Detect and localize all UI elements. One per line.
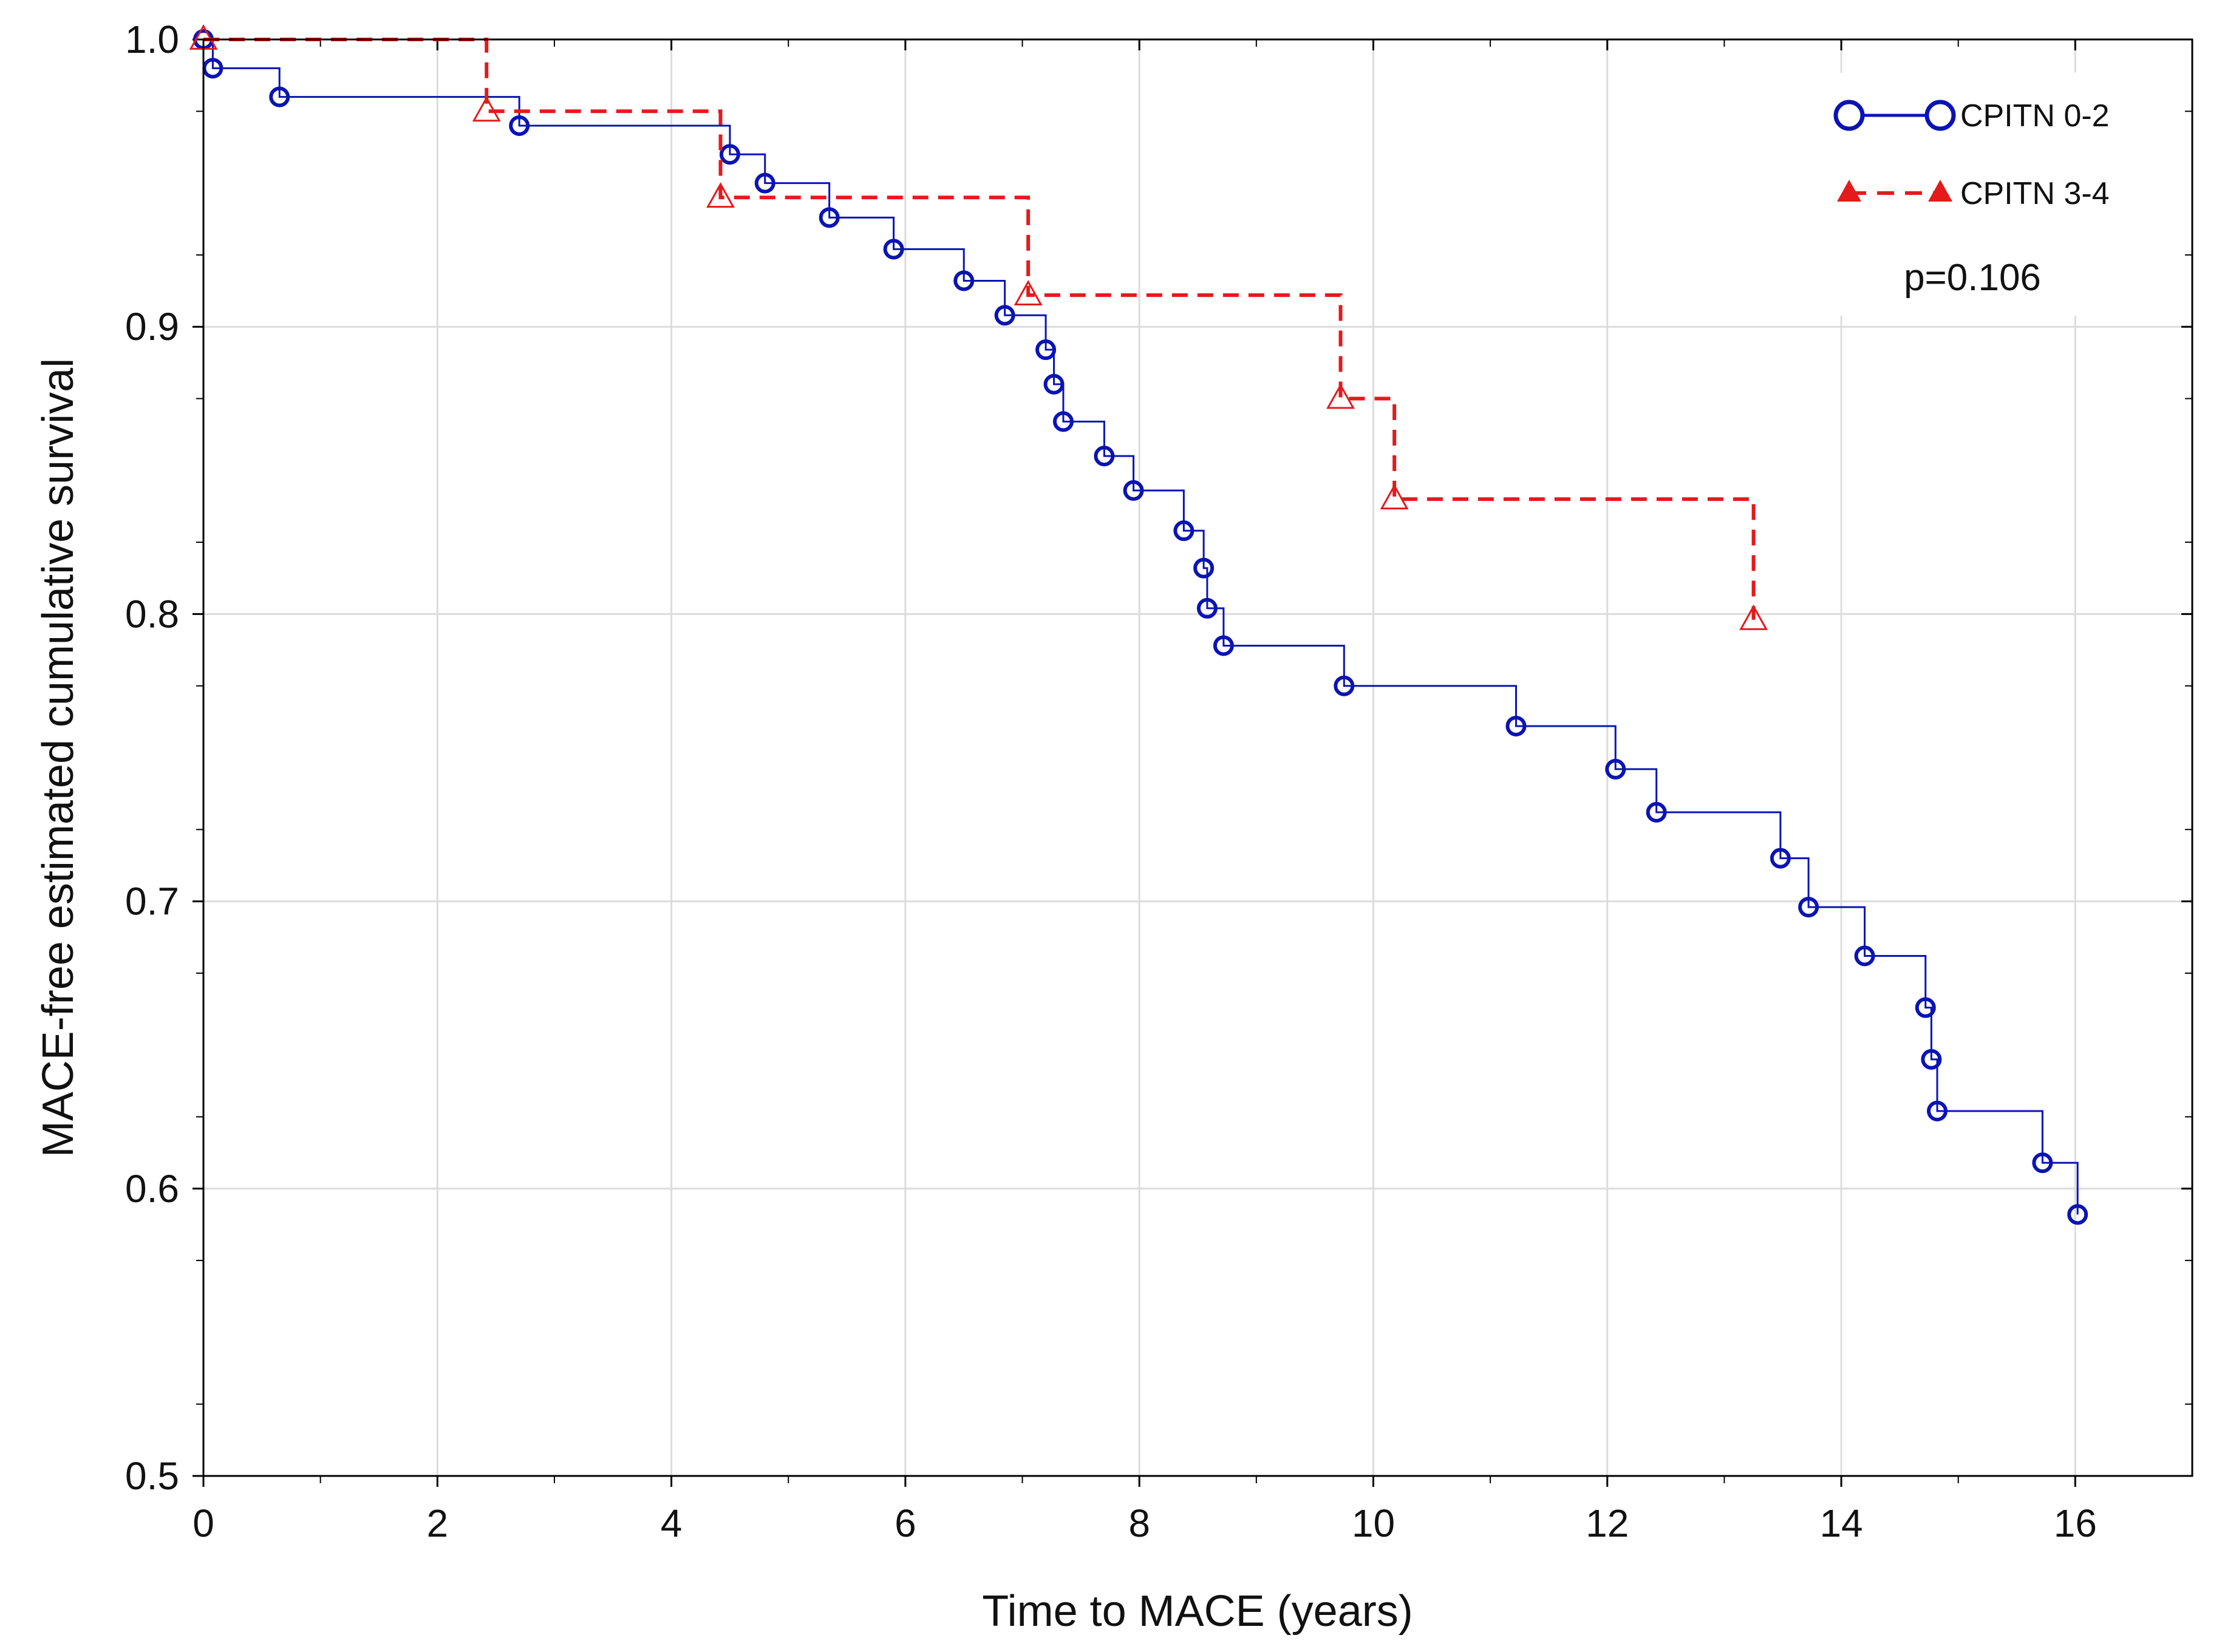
data-point-cpitn-0-2: [1094, 446, 1115, 467]
legend-marker-cpitn-0-2-left: [1833, 100, 1865, 131]
data-point-cpitn-0-2: [2067, 1204, 2088, 1225]
data-point-cpitn-0-2: [1043, 373, 1065, 395]
data-point-cpitn-0-2: [1334, 675, 1355, 696]
data-point-cpitn-0-2: [1196, 597, 1218, 619]
x-tick-label: 4: [661, 1501, 683, 1545]
data-point-cpitn-3-4: [472, 96, 501, 122]
y-tick-label: 0.7: [125, 880, 179, 923]
data-point-cpitn-0-2: [754, 172, 775, 194]
series-layer: [189, 24, 2088, 1225]
data-point-cpitn-0-2: [1915, 997, 1936, 1018]
legend-marker-cpitn-3-4-left: [1837, 180, 1861, 202]
legend-marker-cpitn-3-4-right: [1928, 180, 1952, 202]
y-tick-labels: 0.5 0.6 0.7 0.8 0.9 1.0: [125, 18, 179, 1498]
series-line-cpitn-3-4: [203, 38, 1756, 620]
data-point-cpitn-0-2: [1123, 480, 1144, 501]
x-tick-label: 14: [1819, 1501, 1862, 1545]
data-point-cpitn-3-4: [1014, 280, 1043, 306]
legend: CPITN 0-2 CPITN 3-4 p=0.106: [1813, 73, 2177, 316]
data-point-cpitn-0-2: [1927, 1101, 1948, 1122]
x-tick-label: 12: [1586, 1501, 1629, 1545]
data-point-cpitn-0-2: [1921, 1049, 1942, 1070]
data-point-cpitn-0-2: [1035, 339, 1057, 361]
data-point-cpitn-0-2: [883, 239, 904, 260]
data-point-cpitn-3-4: [1380, 484, 1409, 510]
minor-ticks: [193, 38, 2192, 1487]
legend-label-cpitn-0-2: CPITN 0-2: [1960, 98, 2110, 134]
data-point-cpitn-0-2: [1193, 557, 1215, 579]
series-line-cpitn-0-2: [203, 38, 2079, 1215]
plot-frame: [202, 38, 2193, 1477]
data-point-cpitn-0-2: [1854, 945, 1875, 967]
data-point-cpitn-0-2: [269, 86, 290, 107]
x-tick-labels: 0 2 4 6 8 10 12 14 16: [193, 1501, 2097, 1545]
data-point-cpitn-0-2: [1646, 801, 1667, 823]
y-axis-title: MACE-free estimated cumulative survival: [34, 358, 83, 1157]
data-point-cpitn-0-2: [1605, 758, 1626, 780]
data-point-cpitn-0-2: [953, 270, 975, 291]
p-value-annotation: p=0.106: [1904, 257, 2041, 299]
data-point-cpitn-0-2: [1173, 520, 1194, 542]
data-point-cpitn-0-2: [719, 144, 740, 165]
x-tick-label: 10: [1352, 1501, 1395, 1545]
data-point-cpitn-3-4: [706, 182, 735, 208]
y-tick-label: 0.5: [125, 1454, 179, 1498]
legend-background: [1813, 73, 2177, 316]
y-tick-label: 0.9: [125, 305, 179, 348]
x-tick-label: 6: [895, 1501, 916, 1545]
x-tick-label: 8: [1128, 1501, 1150, 1545]
data-point-cpitn-0-2: [1770, 848, 1791, 869]
legend-label-cpitn-3-4: CPITN 3-4: [1960, 176, 2110, 211]
x-tick-label: 2: [426, 1501, 448, 1545]
y-tick-label: 0.6: [125, 1167, 179, 1211]
y-tick-label: 1.0: [125, 18, 179, 61]
x-tick-label: 0: [193, 1501, 214, 1545]
data-point-cpitn-0-2: [1505, 715, 1527, 736]
x-axis-title: Time to MACE (years): [982, 1587, 1413, 1636]
data-point-cpitn-0-2: [819, 207, 840, 228]
data-point-cpitn-0-2: [2032, 1152, 2053, 1174]
data-point-cpitn-0-2: [994, 305, 1015, 326]
data-point-cpitn-0-2: [1798, 897, 1819, 918]
data-point-cpitn-0-2: [1213, 635, 1234, 656]
data-point-cpitn-3-4: [1739, 604, 1768, 630]
data-point-cpitn-0-2: [1052, 411, 1074, 432]
data-point-cpitn-3-4: [1326, 383, 1355, 409]
data-point-cpitn-0-2: [509, 115, 530, 136]
legend-marker-cpitn-0-2-right: [1924, 100, 1956, 131]
y-tick-label: 0.8: [125, 592, 179, 636]
x-tick-label: 16: [2054, 1501, 2097, 1545]
